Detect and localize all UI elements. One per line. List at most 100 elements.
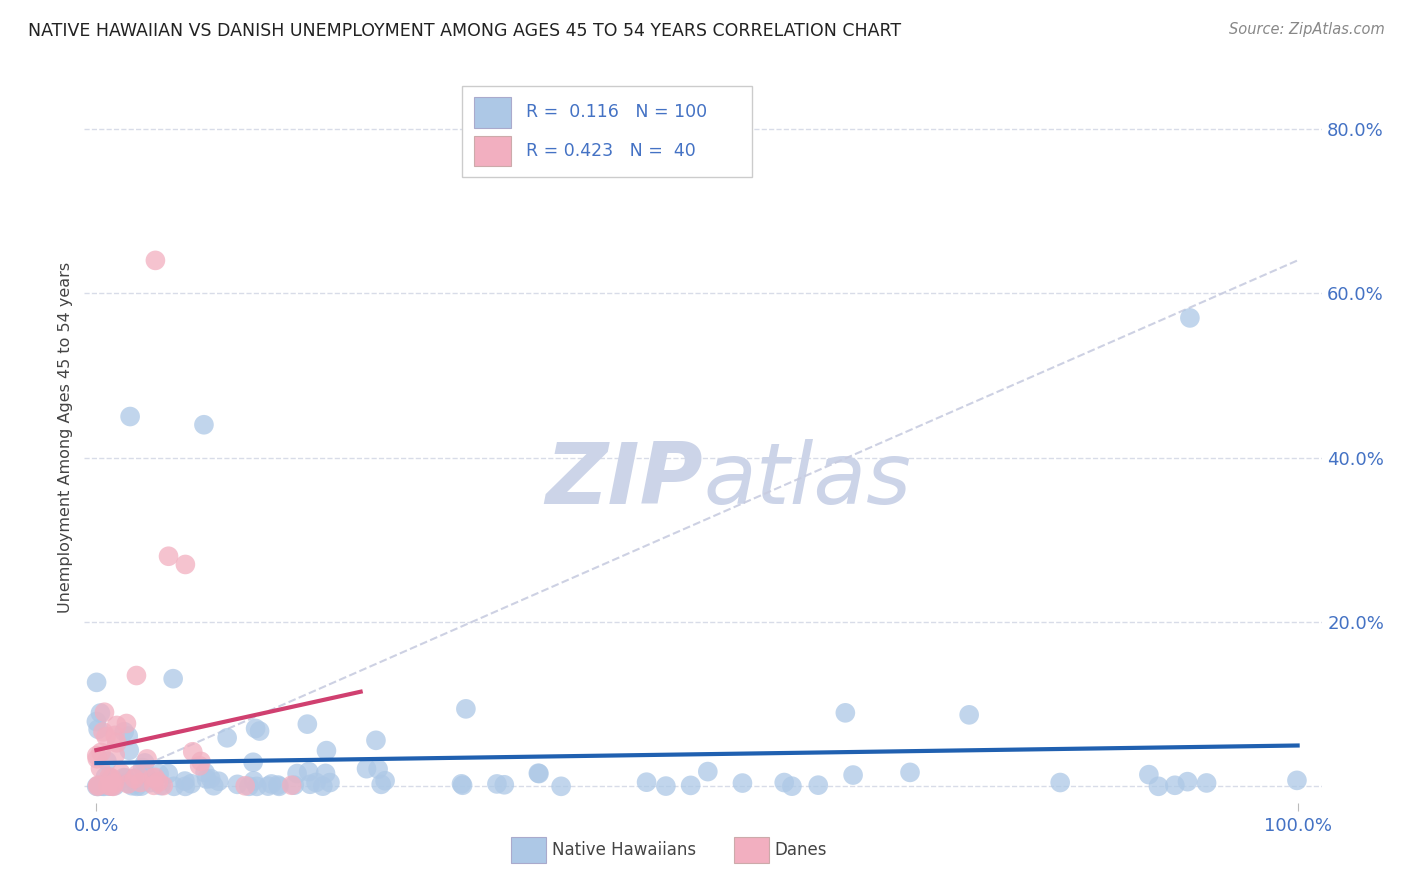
Bar bbox=[474, 97, 512, 128]
Point bbox=[238, 780, 260, 794]
Point bbox=[93, 780, 115, 794]
Point bbox=[89, 761, 111, 775]
Point bbox=[112, 724, 135, 739]
Point bbox=[87, 778, 110, 792]
Point bbox=[117, 729, 139, 743]
Point bbox=[118, 743, 141, 757]
Point bbox=[129, 775, 152, 789]
Point bbox=[86, 752, 108, 766]
Point bbox=[132, 760, 155, 774]
Point bbox=[450, 777, 472, 791]
Point bbox=[174, 558, 197, 572]
Point bbox=[174, 780, 197, 794]
Point bbox=[957, 707, 980, 722]
Point bbox=[485, 777, 508, 791]
Point bbox=[112, 771, 135, 785]
Point bbox=[280, 778, 302, 792]
Point bbox=[1137, 767, 1160, 781]
Bar bbox=[734, 838, 769, 863]
Point bbox=[127, 767, 149, 781]
Point bbox=[145, 253, 167, 268]
Point bbox=[1195, 776, 1218, 790]
Point bbox=[100, 779, 122, 793]
Point bbox=[180, 777, 202, 791]
Point bbox=[149, 779, 172, 793]
Point bbox=[305, 775, 328, 789]
Point bbox=[124, 772, 146, 786]
Point bbox=[190, 755, 212, 769]
Point bbox=[98, 774, 121, 789]
Point bbox=[285, 766, 308, 780]
Point bbox=[162, 672, 184, 686]
Point bbox=[120, 409, 142, 424]
Point bbox=[195, 772, 218, 786]
Point bbox=[97, 778, 120, 792]
Point bbox=[142, 778, 165, 792]
Point bbox=[143, 770, 166, 784]
Point bbox=[118, 776, 141, 790]
Point bbox=[1164, 778, 1187, 792]
Point bbox=[110, 766, 132, 780]
Text: Danes: Danes bbox=[775, 840, 827, 859]
Point bbox=[86, 780, 108, 794]
Point bbox=[1049, 775, 1071, 789]
Point bbox=[834, 706, 856, 720]
Point bbox=[114, 771, 136, 785]
Point bbox=[246, 780, 269, 794]
Point bbox=[86, 780, 108, 794]
Point bbox=[267, 778, 290, 792]
Point bbox=[315, 744, 337, 758]
Point bbox=[208, 774, 231, 789]
FancyBboxPatch shape bbox=[461, 86, 752, 178]
Point bbox=[451, 778, 474, 792]
Bar bbox=[474, 136, 512, 167]
Point bbox=[1178, 310, 1201, 325]
Point bbox=[135, 768, 157, 782]
Point bbox=[242, 774, 264, 789]
Point bbox=[193, 417, 215, 432]
Point bbox=[96, 754, 118, 768]
Point bbox=[297, 717, 319, 731]
Point bbox=[679, 778, 702, 792]
Point bbox=[299, 777, 322, 791]
Point bbox=[315, 766, 337, 780]
Point bbox=[100, 772, 122, 786]
Point bbox=[319, 775, 342, 789]
Point bbox=[364, 733, 387, 747]
Point bbox=[807, 778, 830, 792]
Point bbox=[696, 764, 718, 779]
Point bbox=[1177, 774, 1199, 789]
Point bbox=[550, 780, 572, 794]
Point bbox=[98, 779, 121, 793]
Point bbox=[125, 668, 148, 682]
Bar bbox=[512, 838, 546, 863]
Point bbox=[104, 779, 127, 793]
Point bbox=[152, 779, 174, 793]
Text: NATIVE HAWAIIAN VS DANISH UNEMPLOYMENT AMONG AGES 45 TO 54 YEARS CORRELATION CHA: NATIVE HAWAIIAN VS DANISH UNEMPLOYMENT A… bbox=[28, 22, 901, 40]
Point bbox=[91, 779, 114, 793]
Point bbox=[194, 765, 217, 780]
Point bbox=[249, 724, 271, 739]
Y-axis label: Unemployment Among Ages 45 to 54 years: Unemployment Among Ages 45 to 54 years bbox=[58, 261, 73, 613]
Point bbox=[202, 779, 225, 793]
Point bbox=[731, 776, 754, 790]
Point bbox=[780, 779, 803, 793]
Point bbox=[188, 758, 211, 772]
Point bbox=[312, 779, 335, 793]
Point bbox=[125, 780, 148, 794]
Point bbox=[87, 780, 110, 794]
Point bbox=[163, 780, 186, 794]
Point bbox=[148, 775, 170, 789]
Point bbox=[773, 775, 796, 789]
Text: Native Hawaiians: Native Hawaiians bbox=[553, 840, 696, 859]
Point bbox=[100, 779, 122, 793]
Point bbox=[124, 772, 146, 786]
Point bbox=[105, 736, 128, 750]
Point bbox=[367, 762, 389, 776]
Point bbox=[283, 778, 305, 792]
Point bbox=[104, 728, 127, 742]
Point bbox=[134, 756, 156, 770]
Point bbox=[267, 780, 290, 794]
Point bbox=[98, 770, 121, 784]
Point bbox=[527, 766, 550, 780]
